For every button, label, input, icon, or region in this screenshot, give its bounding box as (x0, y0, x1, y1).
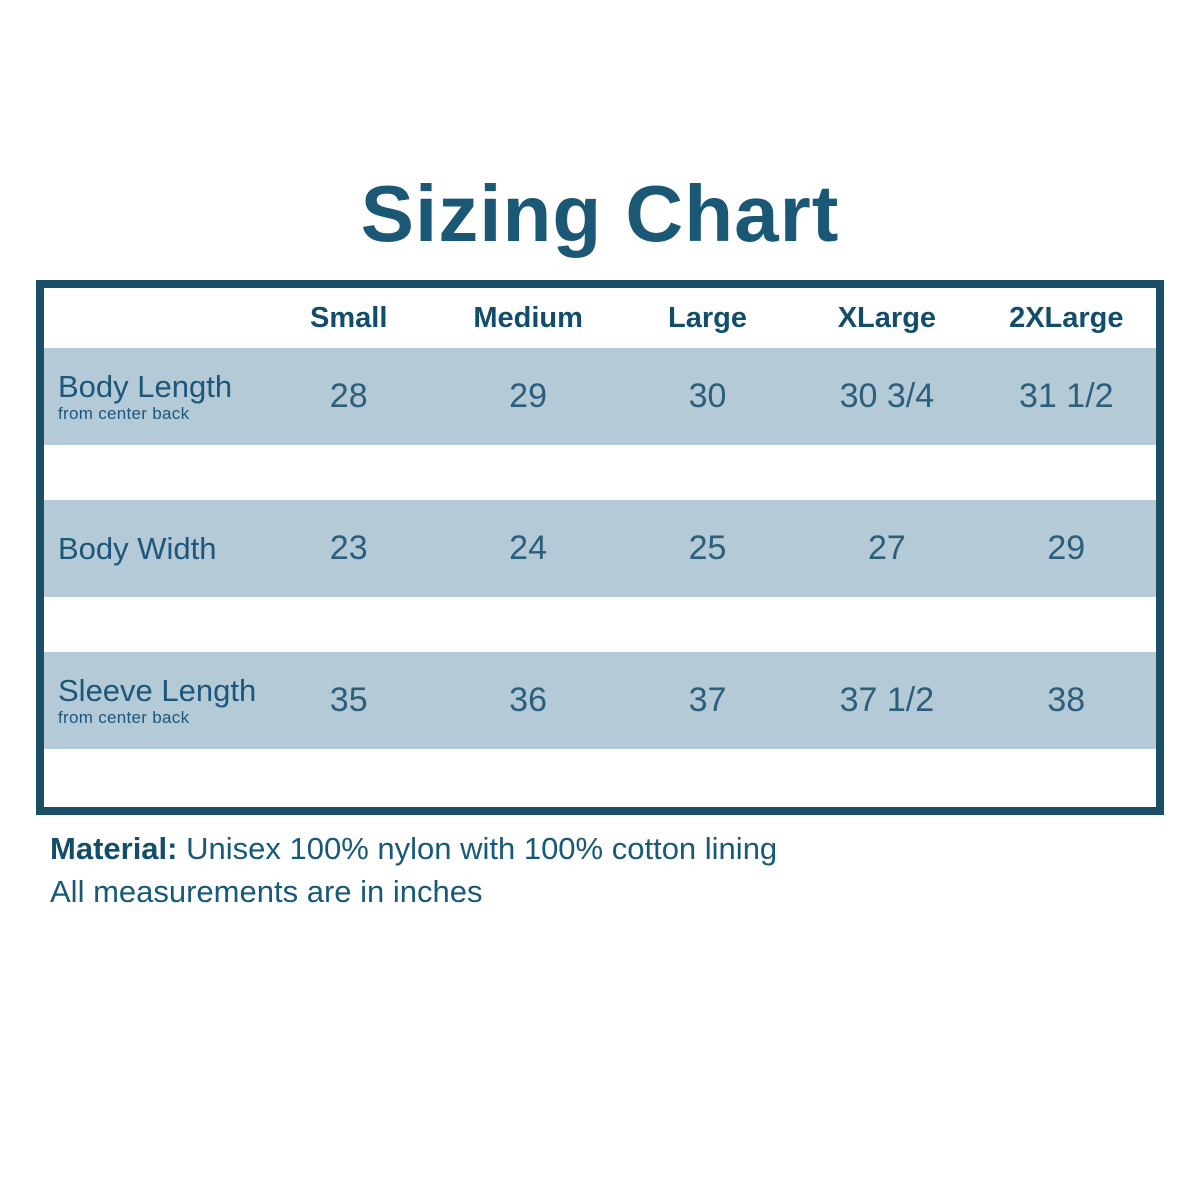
row-gap (44, 445, 1156, 500)
page-title: Sizing Chart (360, 169, 840, 258)
column-header-large: Large (668, 301, 747, 334)
footer-notes: Material: Unisex 100% nylon with 100% co… (50, 828, 777, 914)
cell-sleeve-length-2xlarge: 38 (1047, 681, 1086, 719)
cell-body-length-large: 30 (688, 377, 727, 415)
table-header-row: Small Medium Large XLarge 2XLarge (44, 288, 1156, 348)
row-gap (44, 749, 1156, 807)
sizing-table: Small Medium Large XLarge 2XLarge Body L… (36, 280, 1164, 815)
material-value: Unisex 100% nylon with 100% cotton linin… (177, 831, 778, 866)
row-label-cell: Body Length from center back (44, 369, 259, 425)
row-label-cell: Sleeve Length from center back (44, 673, 259, 729)
row-sublabel: from center back (58, 404, 190, 424)
row-label: Sleeve Length (58, 672, 257, 708)
cell-sleeve-length-xlarge: 37 1/2 (839, 681, 935, 719)
row-label: Body Width (58, 530, 217, 566)
table-row-sleeve-length: Sleeve Length from center back 35 36 37 … (44, 652, 1156, 749)
table-row-body-width: Body Width 23 24 25 27 29 (44, 500, 1156, 597)
material-line: Material: Unisex 100% nylon with 100% co… (50, 828, 777, 871)
cell-sleeve-length-medium: 36 (509, 681, 547, 719)
measurement-note: All measurements are in inches (50, 873, 483, 909)
cell-body-width-large: 25 (688, 529, 727, 567)
cell-body-width-small: 23 (329, 529, 368, 567)
row-gap (44, 597, 1156, 652)
table-row-body-length: Body Length from center back 28 29 30 30… (44, 348, 1156, 445)
cell-body-width-xlarge: 27 (867, 529, 906, 567)
cell-sleeve-length-small: 35 (329, 681, 368, 719)
row-sublabel: from center back (58, 708, 190, 728)
column-header-medium: Medium (473, 301, 583, 334)
cell-sleeve-length-large: 37 (688, 681, 727, 719)
column-header-small: Small (310, 301, 388, 334)
material-label: Material: (50, 831, 178, 866)
row-label-cell: Body Width (44, 531, 259, 567)
cell-body-width-medium: 24 (509, 529, 547, 567)
cell-body-length-xlarge: 30 3/4 (839, 377, 935, 415)
cell-body-length-medium: 29 (509, 377, 547, 415)
cell-body-length-small: 28 (329, 377, 368, 415)
row-label: Body Length (58, 368, 233, 404)
cell-body-length-2xlarge: 31 1/2 (1019, 377, 1114, 415)
cell-body-width-2xlarge: 29 (1047, 529, 1086, 567)
column-header-2xlarge: 2XLarge (1009, 301, 1124, 334)
column-header-xlarge: XLarge (837, 301, 937, 334)
